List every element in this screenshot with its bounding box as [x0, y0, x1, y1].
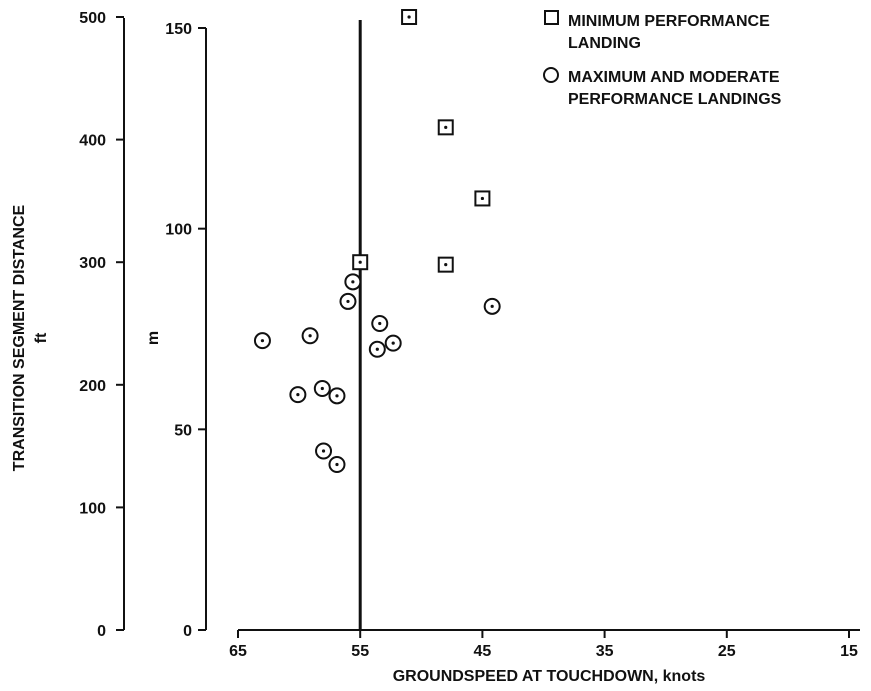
data-point-center-dot: [444, 263, 448, 267]
y-tick-label-ft: 100: [79, 500, 106, 517]
data-point-center-dot: [260, 339, 265, 343]
x-tick-label: 55: [351, 643, 369, 660]
y-tick-label-m: 50: [174, 422, 192, 439]
data-point-center-dot: [335, 394, 339, 398]
y-axis-ft-unit: ft: [33, 332, 50, 343]
y-axis-m-title: m: [145, 331, 162, 345]
legend-maximum-line1: MAXIMUM AND MODERATE: [568, 69, 780, 86]
legend-circle-marker: [543, 67, 559, 83]
x-tick-label: 45: [474, 643, 492, 660]
x-axis-title: GROUNDSPEED AT TOUCHDOWN, knots: [393, 668, 706, 685]
data-point-center-dot: [490, 304, 494, 308]
legend-minimum-line1: MINIMUM PERFORMANCE: [568, 13, 770, 30]
data-point-center-dot: [320, 386, 324, 391]
data-point-center-dot: [480, 196, 484, 201]
data-point-center-dot: [346, 299, 350, 304]
y-tick-label-ft: 0: [97, 623, 106, 640]
y-tick-label-ft: 500: [79, 10, 106, 27]
legend-maximum-line2: PERFORMANCE LANDINGS: [568, 91, 782, 108]
x-tick-label: 25: [718, 643, 736, 660]
legend-minimum-line2: LANDING: [568, 35, 641, 52]
data-point-center-dot: [296, 393, 300, 397]
data-point-center-dot: [321, 449, 326, 453]
y-tick-label-m: 100: [165, 222, 192, 239]
y-tick-label-ft: 200: [79, 378, 106, 395]
data-point-center-dot: [378, 321, 382, 326]
data-point-center-dot: [358, 260, 362, 264]
x-tick-label: 35: [596, 643, 614, 660]
data-point-center-dot: [391, 341, 395, 345]
data-point-center-dot: [407, 15, 411, 19]
legend-square-marker: [544, 10, 559, 25]
data-point-center-dot: [335, 462, 339, 467]
data-point-center-dot: [351, 280, 355, 284]
y-tick-label-ft: 400: [79, 133, 106, 150]
data-point-center-dot: [375, 347, 379, 351]
y-axis-ft-title: TRANSITION SEGMENT DISTANCE: [11, 204, 28, 471]
y-tick-label-m: 150: [165, 21, 192, 38]
data-point-center-dot: [308, 334, 312, 338]
x-tick-label: 15: [840, 643, 858, 660]
legend: MINIMUM PERFORMANCE LANDING MAXIMUM AND …: [543, 10, 782, 108]
y-tick-label-m: 0: [183, 623, 192, 640]
y-tick-label-ft: 300: [79, 255, 106, 272]
data-point-center-dot: [444, 125, 448, 129]
x-tick-label: 65: [229, 643, 247, 660]
